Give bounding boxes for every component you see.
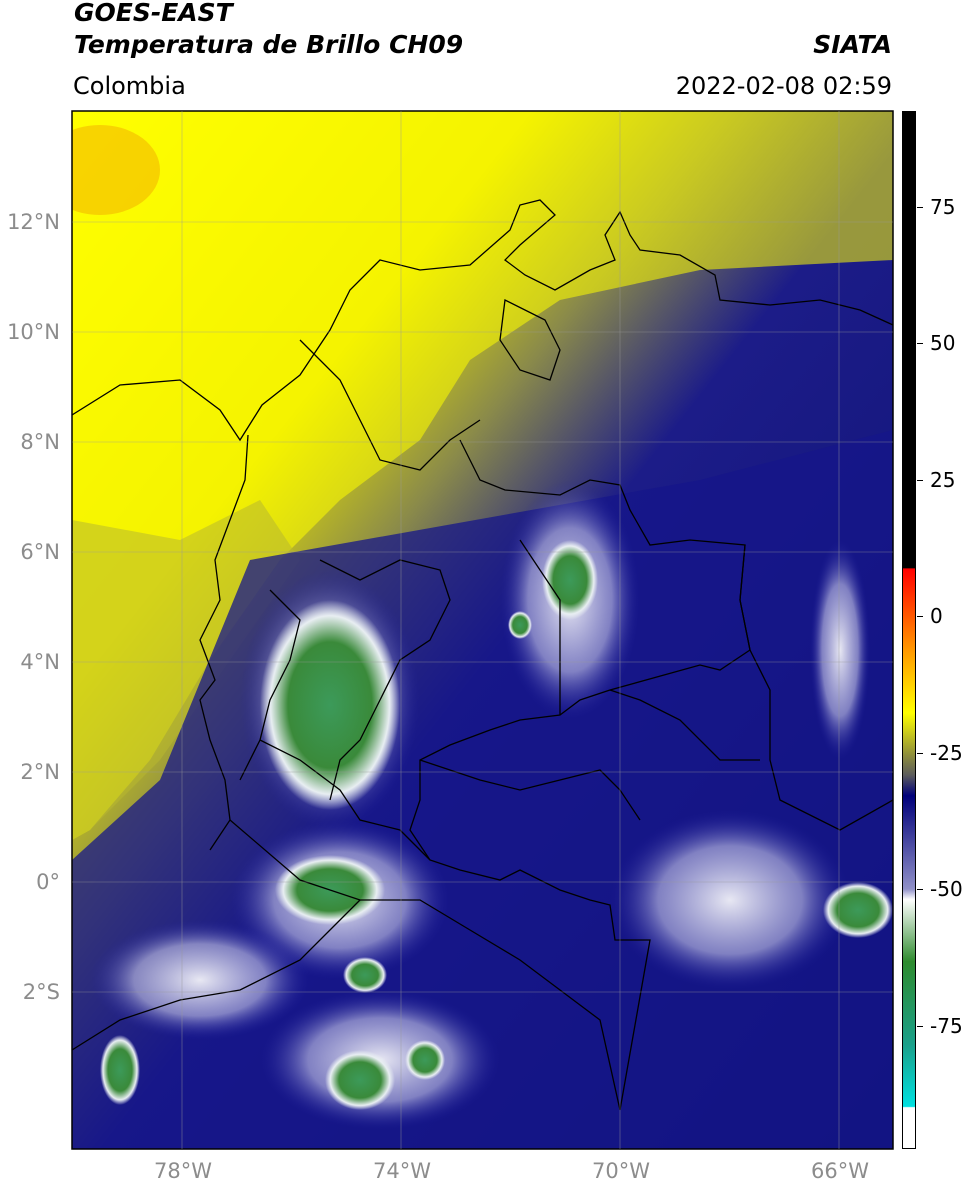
- lon-tick-label: 70°W: [592, 1159, 650, 1183]
- lat-tick-label: 2°N: [20, 760, 60, 784]
- map-frame: [71, 110, 894, 1150]
- colorbar-tick-label: 50: [930, 331, 956, 355]
- colorbar-tick: [917, 616, 923, 617]
- colorbar-tick-label: 0: [930, 604, 943, 628]
- colorbar-tick-label: -75: [930, 1013, 963, 1038]
- internal-division-6: [499, 299, 561, 381]
- internal-division-4: [609, 689, 760, 761]
- map-title-product: Temperatura de Brillo CH09: [74, 30, 464, 59]
- lon-tick-label: 66°W: [811, 1159, 869, 1183]
- lat-tick-label: 12°N: [7, 210, 60, 234]
- region-label: Colombia: [73, 72, 186, 100]
- temperature-colorbar: [902, 111, 916, 1149]
- colorbar-tick: [917, 752, 923, 754]
- brightness-temperature-field: [72, 111, 893, 1149]
- colorbar-tick-label: -25: [930, 740, 963, 765]
- colorbar-tick-label: -50: [930, 877, 963, 901]
- boundary-lines: [72, 199, 893, 1111]
- internal-division-5: [299, 339, 481, 471]
- lat-tick-label: 10°N: [7, 320, 60, 344]
- coastline-pacific: [199, 434, 249, 851]
- peru-coast: [72, 899, 361, 1051]
- map-title-satellite: GOES-EAST: [74, 0, 233, 27]
- ecuador-peru-border: [229, 819, 621, 1111]
- colorbar-tick: [917, 479, 923, 481]
- lat-tick-label: 2°S: [22, 980, 60, 1004]
- venezuela-brazil-border: [739, 544, 893, 831]
- internal-division-2: [239, 589, 301, 781]
- lon-tick-label: 78°W: [154, 1159, 212, 1183]
- colorbar-tick-label: 75: [930, 194, 956, 219]
- timestamp-label: 2022-02-08 02:59: [675, 72, 892, 100]
- colorbar-tick: [917, 206, 923, 208]
- lat-tick-label: 8°N: [20, 430, 60, 454]
- lat-tick-label: 6°N: [20, 540, 60, 564]
- internal-division-8: [259, 739, 431, 861]
- lat-tick-label: 4°N: [20, 650, 60, 674]
- internal-division-3: [519, 539, 561, 715]
- lat-tick-label: 0°: [36, 870, 60, 894]
- internal-division-1: [319, 559, 451, 801]
- lon-tick-label: 74°W: [373, 1159, 431, 1183]
- colorbar-tick: [917, 889, 923, 890]
- colorbar-tick: [917, 1025, 923, 1027]
- graticule: [72, 111, 893, 1149]
- colorbar-tick-label: 25: [930, 467, 956, 492]
- coastline-caribbean: [72, 199, 893, 442]
- colorbar-tick: [917, 343, 923, 344]
- brand-label: SIATA: [813, 30, 892, 59]
